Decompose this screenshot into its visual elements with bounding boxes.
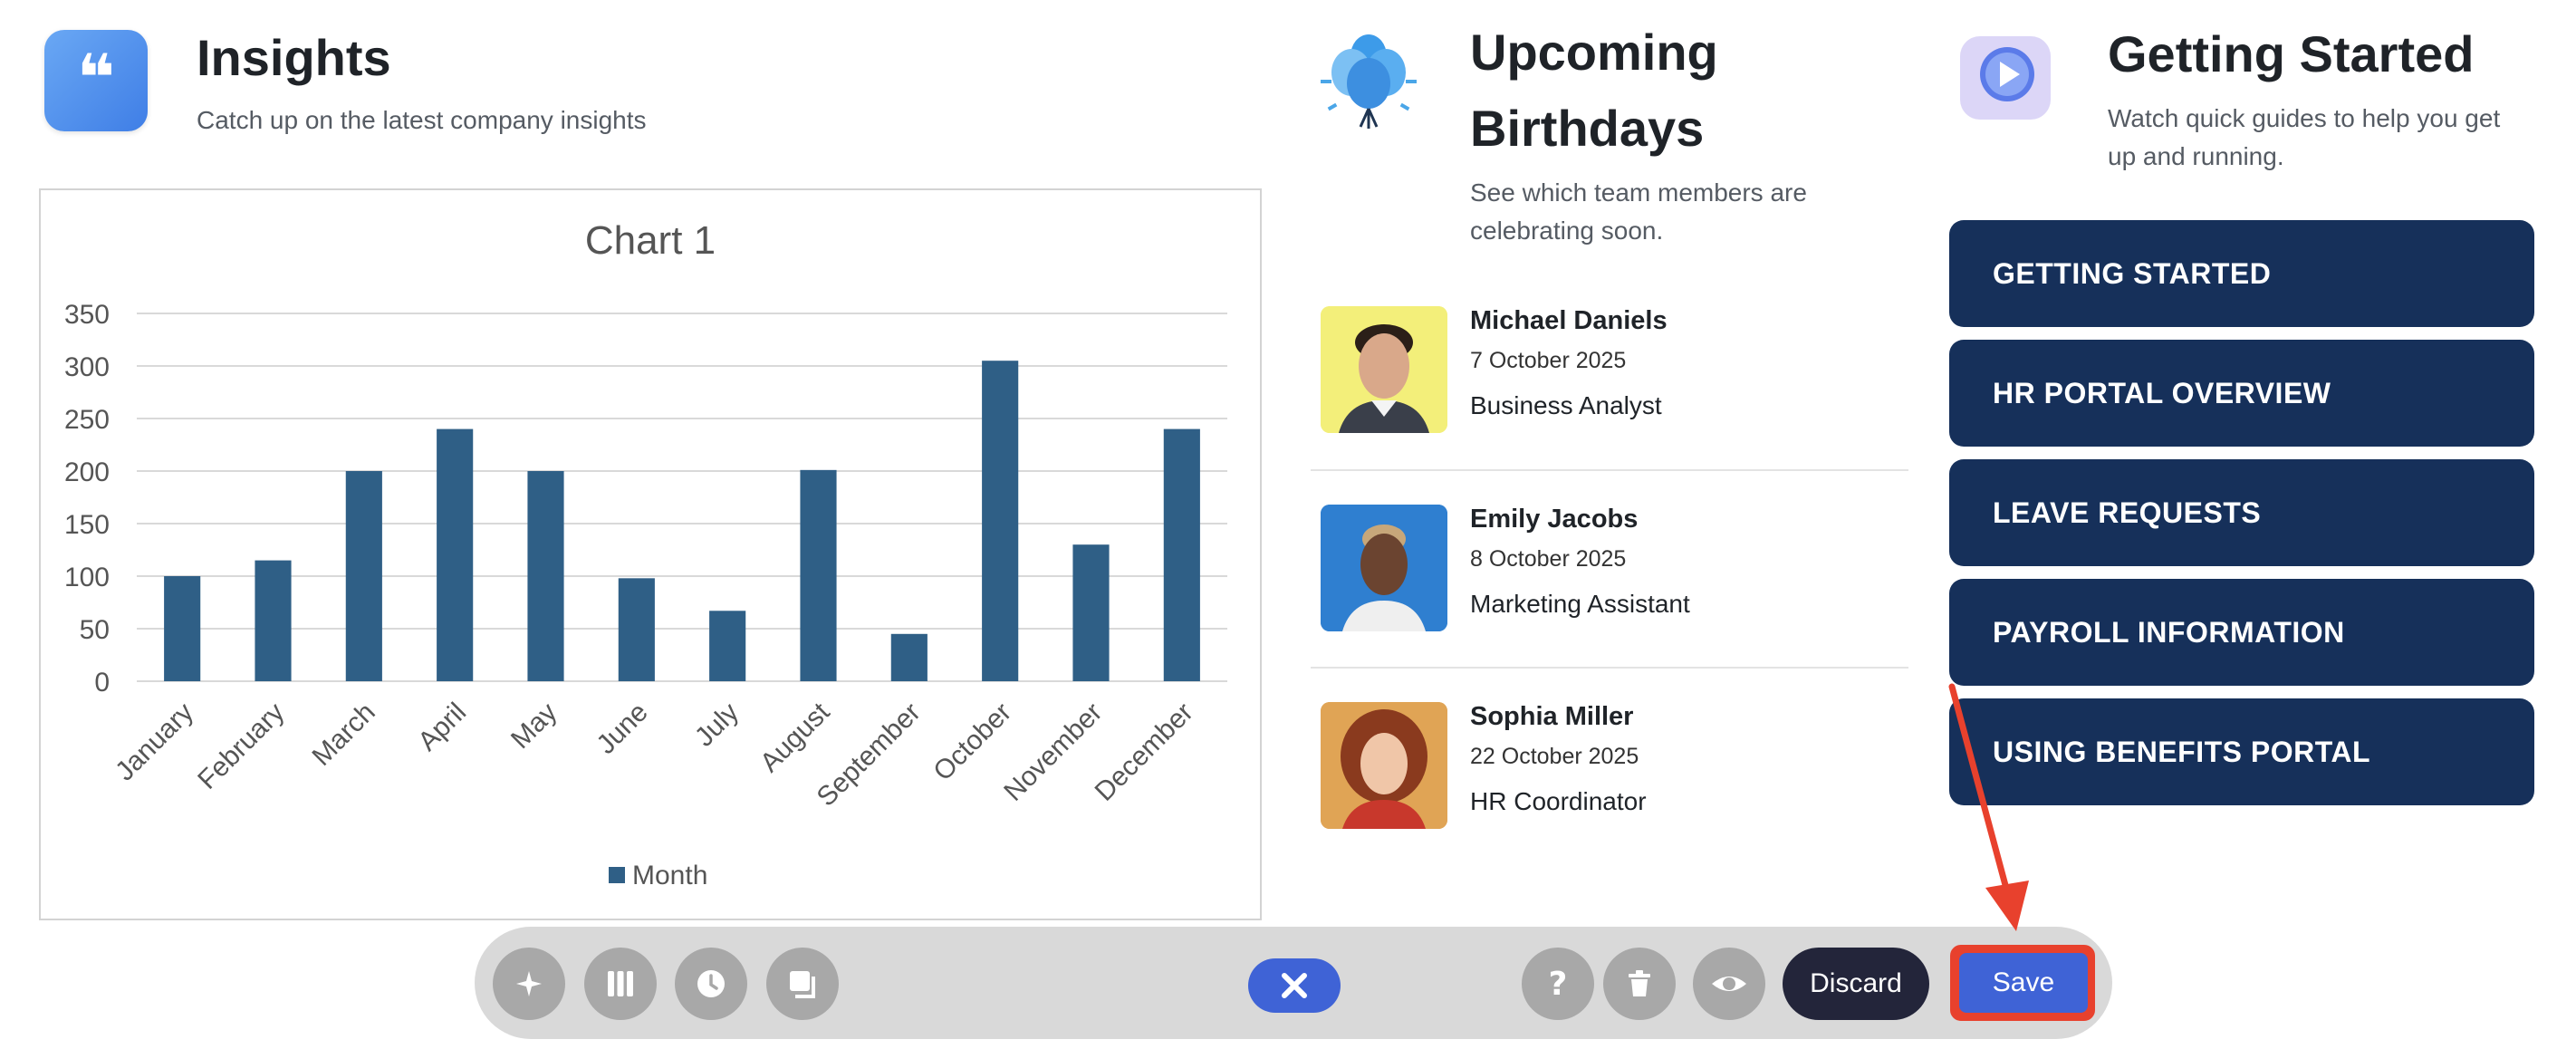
avatar (1321, 702, 1447, 829)
bar-may (527, 471, 564, 681)
person-birthday-date: 8 October 2025 (1470, 546, 1627, 572)
bar-june (618, 578, 655, 681)
y-tick-label: 350 (64, 300, 110, 330)
person-name: Emily Jacobs (1470, 505, 1639, 534)
bar-july (709, 611, 746, 681)
x-tick-label: January (110, 698, 199, 787)
bar-april (437, 428, 474, 681)
guide-button-using-benefits-portal[interactable]: USING BENEFITS PORTAL (1949, 698, 2534, 805)
y-tick-label: 50 (80, 615, 110, 645)
y-tick-label: 150 (64, 510, 110, 540)
bar-august (800, 469, 837, 681)
insights-chart: Chart 1 0 50 100 150 200 250 300 350 January Feb… (39, 188, 1262, 920)
birthday-item: Sophia Miller 22 October 2025 HR Coordin… (1311, 702, 1908, 901)
y-tick-label: 0 (94, 668, 110, 698)
x-tick-label: October (928, 698, 1017, 787)
bar-october (982, 361, 1019, 681)
x-tick-label: May (505, 698, 562, 755)
help-icon[interactable]: ? (1522, 948, 1594, 1020)
person-role: Marketing Assistant (1470, 590, 1690, 618)
x-tick-label: April (412, 698, 472, 757)
person-birthday-date: 22 October 2025 (1470, 744, 1639, 769)
save-button[interactable]: Save (1959, 953, 2088, 1013)
close-button[interactable] (1248, 958, 1341, 1013)
getting-started-subtitle-line2: up and running. (2108, 142, 2284, 170)
bar-december (1163, 428, 1200, 681)
sparkle-icon[interactable] (493, 948, 565, 1020)
trash-icon[interactable] (1603, 948, 1676, 1020)
avatar (1321, 505, 1447, 631)
birthdays-subtitle-line2: celebrating soon. (1470, 217, 1664, 245)
x-tick-label: July (689, 698, 745, 753)
legend-label: Month (632, 861, 707, 890)
x-tick-label: December (1090, 698, 1199, 807)
person-name: Sophia Miller (1470, 702, 1634, 731)
insights-title: Insights (197, 29, 391, 86)
birthday-item: Emily Jacobs 8 October 2025 Marketing As… (1311, 505, 1908, 704)
close-icon (1282, 973, 1307, 998)
quote-icon: ❝ (44, 30, 148, 131)
y-tick-label: 300 (64, 352, 110, 382)
y-tick-label: 200 (64, 457, 110, 487)
getting-started-title: Getting Started (2108, 25, 2475, 82)
person-birthday-date: 7 October 2025 (1470, 348, 1627, 373)
balloons-icon (1315, 25, 1422, 134)
video-play-icon (1956, 29, 2056, 129)
person-role: HR Coordinator (1470, 787, 1647, 815)
birthdays-subtitle-line1: See which team members are (1470, 178, 1807, 207)
clock-icon[interactable] (675, 948, 747, 1020)
guide-button-getting-started[interactable]: GETTING STARTED (1949, 220, 2534, 327)
bar-september (890, 633, 928, 681)
getting-started-subtitle-line1: Watch quick guides to help you get (2108, 104, 2501, 132)
bar-january (164, 576, 201, 681)
bar-november (1072, 544, 1110, 681)
x-tick-label: November (998, 698, 1108, 807)
person-name: Michael Daniels (1470, 306, 1668, 335)
bar-chart: Chart 1 0 50 100 150 200 250 300 350 JanuaryFeb… (64, 218, 1227, 890)
birthdays-title-line1: Upcoming (1470, 24, 1718, 81)
person-role: Business Analyst (1470, 391, 1662, 419)
divider (1311, 469, 1908, 471)
annotation-arrow (1948, 683, 2029, 931)
insights-subtitle: Catch up on the latest company insights (197, 106, 647, 134)
x-tick-label: February (192, 698, 290, 795)
columns-icon[interactable] (584, 948, 657, 1020)
guide-button-leave-requests[interactable]: LEAVE REQUESTS (1949, 459, 2534, 566)
copy-icon[interactable] (766, 948, 839, 1020)
guide-button-payroll-information[interactable]: PAYROLL INFORMATION (1949, 579, 2534, 686)
birthdays-title-line2: Birthdays (1470, 100, 1705, 157)
x-tick-label: August (755, 697, 836, 778)
birthday-item: Michael Daniels 7 October 2025 Business … (1311, 306, 1908, 505)
legend-swatch (609, 867, 625, 883)
guide-button-hr-portal-overview[interactable]: HR PORTAL OVERVIEW (1949, 340, 2534, 447)
y-tick-label: 100 (64, 563, 110, 592)
bar-march (345, 471, 382, 681)
x-tick-label: June (591, 698, 653, 760)
divider (1311, 667, 1908, 669)
y-tick-label: 250 (64, 405, 110, 435)
eye-icon[interactable] (1693, 948, 1765, 1020)
chart-title: Chart 1 (585, 218, 716, 263)
avatar (1321, 306, 1447, 433)
discard-button[interactable]: Discard (1783, 948, 1929, 1020)
x-tick-label: March (307, 698, 381, 772)
bar-february (255, 560, 292, 681)
